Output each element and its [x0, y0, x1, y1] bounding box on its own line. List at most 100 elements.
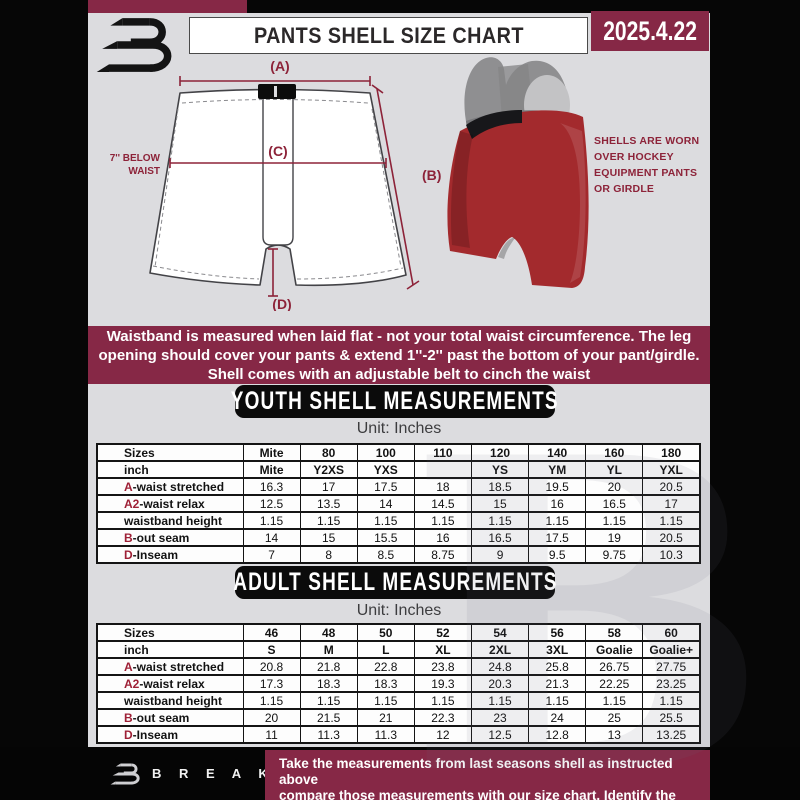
table-cell: 180	[642, 443, 701, 462]
table-row: waistband height 1.15 1.15 1.15 1.15 1.15 1.15…	[96, 691, 701, 710]
table-cell: 13	[585, 725, 644, 744]
table-cell: 24.8	[470, 657, 530, 676]
table-cell: 22.25	[585, 674, 644, 693]
page-title: PANTS SHELL SIZE CHART	[253, 22, 524, 48]
table-cell: 23	[470, 708, 530, 727]
row-label: D-Inseam	[96, 545, 244, 564]
table-cell: 9	[470, 545, 530, 564]
table-cell: 17.3	[242, 674, 301, 693]
table-cell: YL	[585, 460, 644, 479]
breakaway-logo-icon	[96, 18, 172, 72]
table-cell: 18.3	[356, 674, 415, 693]
table-cell: 1.15	[585, 511, 644, 530]
table-cell: 19	[585, 528, 644, 547]
table-cell: 1.15	[413, 691, 473, 710]
table-cell: 8	[299, 545, 358, 564]
info-banner-line: Shell comes with an adjustable belt to c…	[207, 365, 591, 383]
table-cell: 160	[585, 443, 644, 462]
footer-note-line: Take the measurements from last seasons …	[279, 756, 673, 787]
table-cell: 18.3	[299, 674, 358, 693]
row-label: A-waist stretched	[96, 657, 244, 676]
row-label: inch	[96, 640, 244, 659]
measure-label-a: (A)	[270, 58, 289, 74]
table-cell: 24	[528, 708, 587, 727]
table-cell: 1.15	[642, 511, 701, 530]
table-cell: 12.8	[528, 725, 587, 744]
table-cell: 50	[356, 623, 415, 642]
shells-note-line: OR GIRDLE	[594, 183, 655, 195]
table-cell: 25.8	[528, 657, 587, 676]
table-cell: 1.15	[356, 511, 415, 530]
table-cell: 22.3	[413, 708, 473, 727]
table-cell: 22.8	[356, 657, 415, 676]
table-cell: 15	[470, 494, 530, 513]
table-cell: S	[242, 640, 301, 659]
info-banner-line: opening should cover your pants & extend…	[98, 346, 700, 364]
table-cell: 16	[528, 494, 587, 513]
table-cell: 21.5	[299, 708, 358, 727]
youth-unit-label: Unit: Inches	[356, 420, 442, 437]
table-cell: 16	[413, 528, 473, 547]
table-cell: 110	[413, 443, 473, 462]
poster-content: PANTS SHELL SIZE CHART 2025.4.22	[88, 11, 770, 800]
table-cell: 56	[528, 623, 587, 642]
adult-size-table: Sizes 46 48 50 52 54 56 58 60 inch S M L XL 2XL 3XL Goal…	[96, 623, 701, 744]
table-cell: 12.5	[242, 494, 301, 513]
table-cell: 23.8	[413, 657, 473, 676]
footer-note-line: compare those measurements with our size…	[279, 788, 676, 800]
row-label: A2-waist relax	[96, 494, 244, 513]
table-cell: 14	[356, 494, 415, 513]
table-cell: 20.5	[642, 477, 701, 496]
table-row: A2-waist relax 12.5 13.5 14 14.5 15 16 16.5 17	[96, 494, 701, 513]
table-cell: 19.3	[413, 674, 473, 693]
info-banner-line: Waistband is measured when laid flat - n…	[106, 327, 692, 345]
table-cell: 14	[242, 528, 301, 547]
table-cell: 1.15	[528, 511, 587, 530]
table-cell: 1.15	[528, 691, 587, 710]
table-cell: YXS	[356, 460, 415, 479]
measure-label-b: (B)	[422, 167, 441, 183]
table-cell: 16.5	[585, 494, 644, 513]
table-cell: 1.15	[585, 691, 644, 710]
table-row: B-out seam 14 15 15.5 16 16.5 17.5 19 20.5	[96, 528, 701, 547]
table-cell: 18.5	[470, 477, 530, 496]
table-cell: 17.5	[356, 477, 415, 496]
table-cell: 20	[585, 477, 644, 496]
row-label: D-Inseam	[96, 725, 244, 744]
table-cell: 10.3	[642, 545, 701, 564]
table-cell: 100	[356, 443, 415, 462]
table-cell: 20	[242, 708, 301, 727]
below-waist-label-2: WAIST	[128, 166, 160, 177]
date-text: 2025.4.22	[603, 15, 697, 46]
table-cell: 58	[585, 623, 644, 642]
table-cell: 17	[642, 494, 701, 513]
table-cell: 19.5	[528, 477, 587, 496]
table-cell: 18	[413, 477, 473, 496]
table-cell: 21.8	[299, 657, 358, 676]
top-accent-bar	[88, 0, 247, 13]
table-cell: 1.15	[299, 511, 358, 530]
table-row: waistband height 1.15 1.15 1.15 1.15 1.15 1.15…	[96, 511, 701, 530]
table-row: Sizes Mite 80 100 110 120 140 160 180	[96, 443, 701, 462]
table-cell: 1.15	[299, 691, 358, 710]
table-cell: Goalie	[585, 640, 644, 659]
footer-note: Take the measurements from last seasons …	[265, 750, 710, 800]
hockey-pants-photo	[447, 57, 589, 288]
measure-label-c: (C)	[268, 143, 287, 159]
table-cell: YXL	[642, 460, 701, 479]
table-cell: 16.5	[470, 528, 530, 547]
youth-size-table: Sizes Mite 80 100 110 120 140 160 180 inch Mite Y2X…	[96, 443, 701, 564]
youth-section-banner: YOUTH SHELL MEASUREMENTS	[231, 385, 558, 418]
table-cell: 12	[413, 725, 473, 744]
shorts-measurement-diagram: (A) (B) (C) (D) 7'' BELOW WAIST	[110, 58, 442, 311]
title-box: PANTS SHELL SIZE CHART	[189, 17, 588, 54]
table-cell: 8.5	[356, 545, 415, 564]
table-cell: Goalie+	[642, 640, 701, 659]
table-cell: 1.15	[470, 511, 530, 530]
table-cell: 13.5	[299, 494, 358, 513]
table-cell: 20.5	[642, 528, 701, 547]
row-label: A-waist stretched	[96, 477, 244, 496]
table-cell: 2XL	[470, 640, 530, 659]
table-row: A-waist stretched 20.8 21.8 22.8 23.8 24.8 25.…	[96, 657, 701, 676]
table-cell: L	[356, 640, 415, 659]
